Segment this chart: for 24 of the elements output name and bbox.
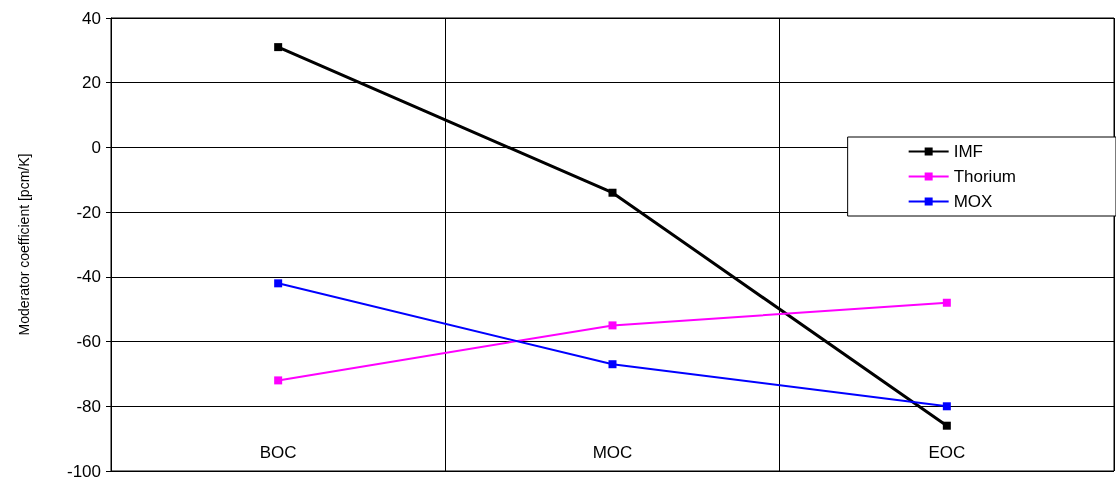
point — [942, 421, 951, 430]
y-tick-label: 20 — [82, 73, 101, 93]
x-tick-label: MOC — [592, 443, 633, 462]
point — [608, 188, 617, 197]
legend-label: Thorium — [953, 167, 1017, 186]
point — [274, 43, 283, 52]
x-tick-label: BOC — [259, 443, 297, 462]
y-tick-label: 40 — [82, 8, 101, 28]
y-tick-label: -40 — [76, 267, 101, 287]
y-tick-label: -60 — [76, 332, 101, 352]
y-tick-label: -100 — [66, 461, 101, 481]
point — [608, 321, 617, 330]
point — [274, 279, 283, 288]
point — [942, 298, 951, 307]
y-axis-title: Moderator coefficient [pcm/K] — [16, 153, 32, 336]
x-tick-label: EOC — [928, 443, 966, 462]
y-tick-label: -80 — [76, 396, 101, 416]
point — [274, 376, 283, 385]
y-tick-label: 0 — [91, 137, 101, 157]
point — [942, 402, 951, 411]
y-tick-label: -20 — [76, 202, 101, 222]
point — [608, 360, 617, 369]
legend-label: MOX — [953, 192, 993, 211]
legend-label: IMF — [953, 142, 983, 161]
